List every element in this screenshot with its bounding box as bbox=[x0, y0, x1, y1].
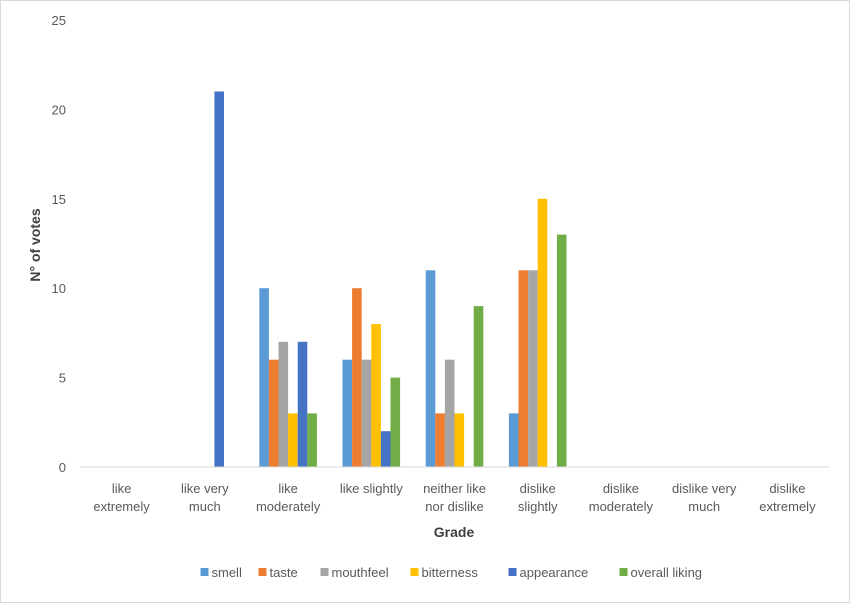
y-tick-label: 0 bbox=[59, 460, 66, 475]
legend-swatch bbox=[200, 568, 209, 576]
bar-overall-liking bbox=[390, 377, 401, 467]
bar-taste bbox=[518, 270, 529, 467]
legend-swatch bbox=[258, 568, 267, 576]
x-category-label: dislike slightly bbox=[518, 481, 558, 514]
bar-smell bbox=[508, 413, 519, 467]
bar-taste bbox=[352, 288, 362, 467]
x-category-label: like extremely bbox=[93, 481, 150, 514]
y-tick-label: 25 bbox=[52, 13, 66, 28]
x-category-label: dislike extremely bbox=[759, 481, 816, 514]
y-tick-label: 20 bbox=[52, 102, 66, 117]
legend: smell taste mouthfeel bitterness appearance o… bbox=[200, 565, 703, 580]
bar-appearance bbox=[214, 91, 224, 467]
y-tick-label: 10 bbox=[52, 281, 66, 296]
bar-taste bbox=[268, 359, 279, 467]
bar-mouthfeel bbox=[444, 359, 455, 467]
bar-bitterness bbox=[537, 198, 548, 468]
bar-mouthfeel bbox=[528, 270, 538, 467]
bar-bitterness bbox=[371, 324, 381, 467]
bars-group bbox=[214, 91, 567, 468]
bar-appearance bbox=[297, 341, 308, 467]
bar-overall-liking bbox=[556, 234, 567, 467]
legend-label: overall liking bbox=[631, 565, 703, 580]
legend-item: smell bbox=[200, 565, 242, 580]
x-axis-title: Grade bbox=[434, 524, 475, 540]
x-category-label: like slightly bbox=[340, 481, 403, 496]
legend-item: overall liking bbox=[619, 565, 703, 580]
legend-label: bitterness bbox=[422, 565, 479, 580]
y-tick-label: 15 bbox=[52, 192, 66, 207]
legend-label: smell bbox=[212, 565, 242, 580]
x-category-label: dislike moderately bbox=[589, 481, 654, 514]
x-axis-categories: like extremely like very much like moderately… bbox=[93, 481, 816, 514]
bar-bitterness bbox=[454, 413, 465, 467]
y-axis-title: N° of votes bbox=[27, 208, 43, 281]
y-axis-ticks: 0 5 10 15 20 25 bbox=[52, 13, 66, 475]
legend-swatch bbox=[508, 568, 517, 576]
x-category-label: neither like nor dislike bbox=[423, 481, 486, 514]
bar-mouthfeel bbox=[278, 341, 289, 467]
legend-item: bitterness bbox=[410, 565, 479, 580]
bar-mouthfeel bbox=[361, 359, 372, 467]
legend-item: mouthfeel bbox=[320, 565, 389, 580]
legend-item: appearance bbox=[508, 565, 589, 580]
bar-smell bbox=[425, 270, 436, 467]
bar-taste bbox=[435, 413, 445, 467]
bar-appearance bbox=[380, 431, 391, 467]
x-category-label: dislike very much bbox=[672, 481, 737, 514]
x-category-label: like moderately bbox=[256, 481, 321, 514]
legend-label: taste bbox=[270, 565, 298, 580]
y-tick-label: 5 bbox=[59, 371, 66, 386]
legend-label: mouthfeel bbox=[332, 565, 389, 580]
bar-smell bbox=[259, 288, 269, 467]
bar-bitterness bbox=[288, 413, 298, 467]
legend-swatch bbox=[410, 568, 419, 576]
bar-smell bbox=[342, 359, 353, 467]
bar-overall-liking bbox=[307, 413, 317, 467]
bar-overall-liking bbox=[473, 306, 484, 467]
legend-label: appearance bbox=[520, 565, 589, 580]
legend-swatch bbox=[320, 568, 329, 576]
x-category-label: like very much bbox=[181, 481, 229, 514]
legend-item: taste bbox=[258, 565, 298, 580]
legend-swatch bbox=[619, 568, 628, 576]
